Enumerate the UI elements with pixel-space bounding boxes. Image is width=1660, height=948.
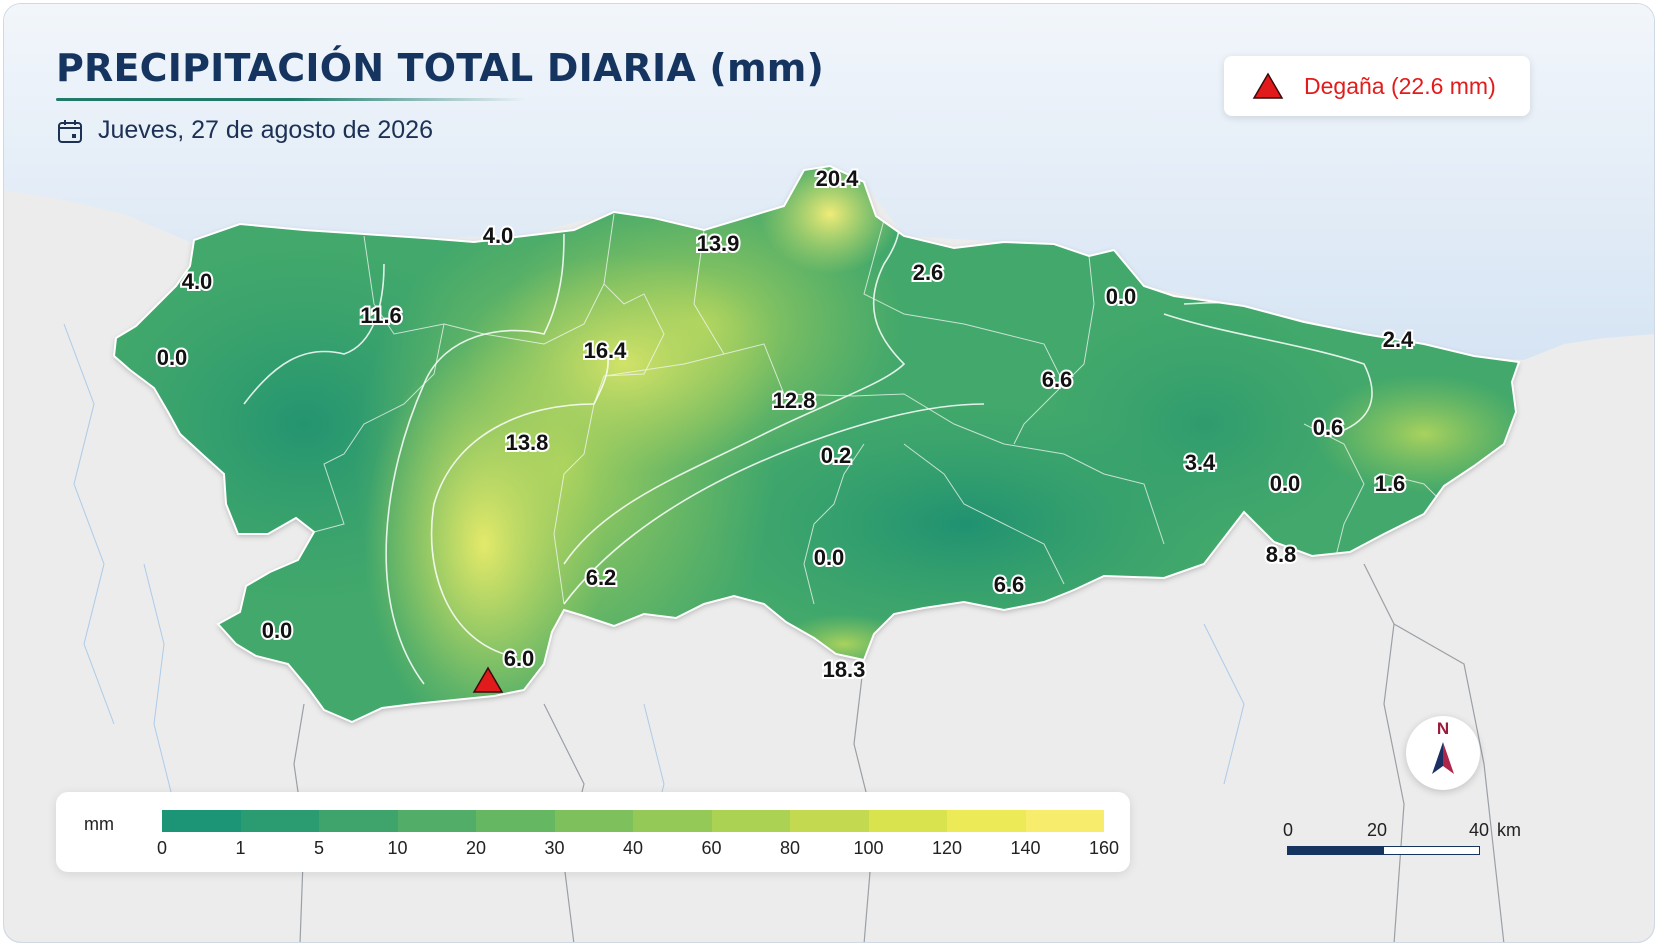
map-value-label: 6.0 (504, 646, 535, 671)
calendar-icon (58, 119, 82, 143)
map-value-label: 6.2 (586, 565, 617, 590)
legend-tick-label: 0 (156, 838, 168, 858)
map-value-label: 0.0 (157, 345, 188, 370)
compass-label: N (1436, 719, 1450, 738)
date-label: Jueves, 27 de agosto de 2026 (98, 116, 433, 144)
precipitation-map: 20.44.0 13.94.0 2.60.011.62.40.0 16.46.612.… (4, 4, 1654, 942)
legend-color-swatch (711, 810, 790, 832)
map-value-label: 18.3 (823, 657, 866, 682)
map-value-label: 1.6 (1375, 471, 1406, 496)
map-value-label: 0.6 (1313, 415, 1344, 440)
legend-color-swatch (476, 810, 555, 832)
map-value-label: 16.4 (584, 338, 628, 363)
date-row: Jueves, 27 de agosto de 2026 (56, 116, 433, 145)
north-arrow: N (1406, 716, 1480, 790)
map-frame: 20.4 4.0 13.9 4.0 2.6 0.0 11.6 2.4 0.0 16.4 6.6 12.… (3, 3, 1655, 943)
legend-tick-label: 140 (1010, 838, 1041, 858)
map-value-label: 20.4 (816, 166, 860, 191)
legend: mm 0 1 5 10 20 30 40 60 80 100 120 140 160 (56, 792, 1130, 872)
map-value-label: 6.6 (1042, 367, 1073, 392)
legend-tick-label: 120 (931, 838, 963, 858)
scale-label-40: 40 (1469, 820, 1490, 840)
scale-segment-empty (1383, 846, 1480, 855)
map-value-label: 0.0 (814, 545, 845, 570)
legend-color-swatch (319, 810, 398, 832)
map-value-label: 13.9 (697, 231, 740, 256)
legend-color-swatch (868, 810, 947, 832)
scale-segment-filled (1287, 846, 1384, 855)
legend-color-swatch (240, 810, 319, 832)
map-value-label: 2.6 (913, 260, 944, 285)
legend-color-swatch (162, 810, 241, 832)
legend-tick-label: 40 (622, 838, 644, 858)
legend-tick-label: 30 (544, 838, 565, 858)
legend-tick-label: 60 (701, 838, 722, 858)
legend-color-swatch (633, 810, 712, 832)
legend-tick-label: 5 (313, 838, 325, 858)
legend-tick-label: 1 (235, 838, 246, 858)
legend-tick-label: 20 (465, 838, 487, 858)
legend-color-swatch (947, 810, 1026, 832)
map-value-label: 12.8 (773, 388, 816, 413)
legend-color-swatch (397, 810, 476, 832)
legend-color-swatch (554, 810, 633, 832)
legend-color-bar (162, 810, 1104, 832)
map-value-label: 13.8 (506, 430, 549, 455)
map-value-label: 3.4 (1185, 450, 1216, 475)
map-value-label: 0.0 (262, 618, 293, 643)
scale-bar: 0 20 40 km (1283, 816, 1537, 866)
page-title: PRECIPITACIÓN TOTAL DIARIA (mm) (56, 46, 825, 90)
legend-color-swatch (1025, 810, 1104, 832)
scale-label-20: 20 (1367, 820, 1388, 840)
legend-tick-label: 160 (1088, 838, 1120, 858)
legend-tick-label: 80 (779, 838, 801, 858)
station-highlight-label: Degaña (22.6 mm) (1304, 72, 1496, 99)
map-value-label: 0.2 (821, 443, 852, 468)
scale-unit: km (1497, 820, 1521, 840)
map-value-label: 11.6 (360, 303, 402, 328)
map-value-label: 4.0 (483, 223, 514, 248)
map-value-label: 2.4 (1383, 327, 1414, 352)
map-value-label: 6.6 (994, 572, 1025, 597)
map-value-labels: 20.4 4.0 13.9 4.0 2.6 0.0 11.6 2.4 0.0 16.4 6.6 12.… (155, 164, 1416, 684)
map-value-label: 4.0 (182, 269, 213, 294)
scale-label-0: 0 (1283, 820, 1294, 840)
station-highlight-box[interactable]: Degaña (22.6 mm) (1224, 56, 1530, 116)
legend-tick-label: 100 (853, 838, 884, 858)
compass-arrow-icon (1432, 742, 1454, 774)
map-value-label: 0.0 (1106, 284, 1137, 309)
legend-tick-label: 10 (387, 838, 408, 858)
legend-color-swatch (790, 810, 869, 832)
title-underline (56, 98, 526, 101)
station-triangle-marker[interactable] (472, 666, 504, 693)
map-value-label: 8.8 (1266, 542, 1297, 567)
map-value-label: 0.0 (1270, 471, 1301, 496)
legend-unit: mm (84, 814, 114, 834)
red-triangle-icon (1252, 72, 1284, 99)
